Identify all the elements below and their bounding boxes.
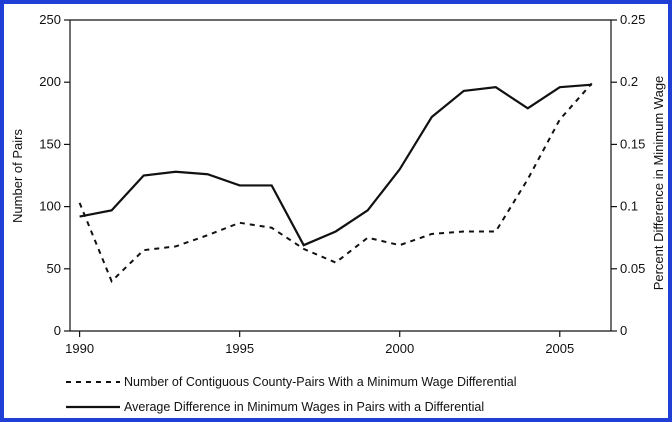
right-y-tick-label: 0.2: [620, 74, 638, 89]
y-axis-label-left: Number of Pairs: [10, 129, 25, 223]
x-tick-label: 2005: [545, 341, 574, 356]
legend: Number of Contiguous County-Pairs With a…: [66, 375, 517, 414]
right-y-tick-label: 0.05: [620, 261, 645, 276]
left-y-tick-label: 50: [47, 261, 61, 276]
series-line-county-pairs: [78, 82, 593, 283]
left-y-tick-label: 100: [39, 199, 61, 214]
series-line-avg-difference: [79, 83, 592, 247]
y-axis-label-right: Percent Difference in Minimum Wage: [651, 76, 666, 291]
x-tick-label: 1995: [225, 341, 254, 356]
chart-axes: [69, 19, 612, 332]
left-y-tick-label: 0: [54, 323, 61, 338]
right-y-tick-label: 0.25: [620, 12, 645, 27]
legend-label-pairs: Number of Contiguous County-Pairs With a…: [124, 375, 517, 389]
x-tick-label: 1990: [65, 341, 94, 356]
x-tick-label: 2000: [385, 341, 414, 356]
series-group: [78, 82, 593, 283]
right-y-tick-label: 0.1: [620, 199, 638, 214]
right-y-tick-label: 0.15: [620, 136, 645, 151]
left-y-tick-label: 150: [39, 136, 61, 151]
legend-label-avg-difference: Average Difference in Minimum Wages in P…: [124, 400, 484, 414]
tick-group: 0 50 100 150 200 250 0 0.05 0.1 0.15 0.2 0.25 1990 19…: [39, 12, 645, 356]
right-y-tick-label: 0: [620, 323, 627, 338]
left-y-tick-label: 250: [39, 12, 61, 27]
left-y-tick-label: 200: [39, 74, 61, 89]
